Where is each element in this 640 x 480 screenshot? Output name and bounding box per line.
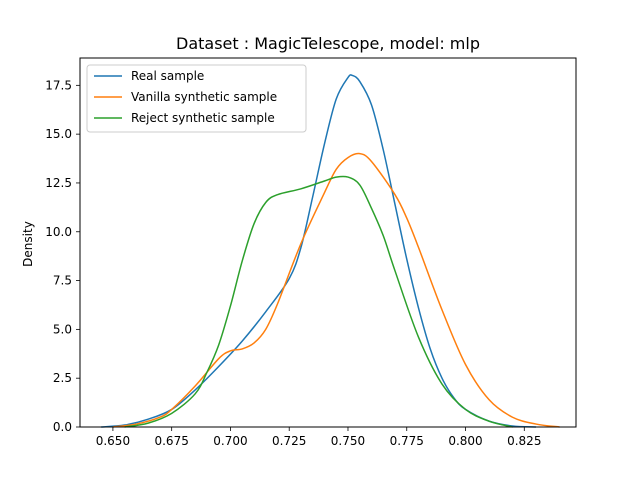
legend-label: Vanilla synthetic sample bbox=[131, 90, 277, 104]
x-tick-label: 0.675 bbox=[154, 434, 188, 448]
y-tick-label: 7.5 bbox=[53, 274, 72, 288]
y-tick-label: 10.0 bbox=[45, 225, 72, 239]
x-tick-label: 0.800 bbox=[448, 434, 482, 448]
x-tick-label: 0.775 bbox=[390, 434, 424, 448]
x-tick-label: 0.650 bbox=[96, 434, 130, 448]
y-tick-label: 0.0 bbox=[53, 420, 72, 434]
legend-box bbox=[86, 64, 307, 133]
series-line-1 bbox=[101, 74, 537, 428]
y-tick-label: 17.5 bbox=[45, 78, 72, 92]
y-tick-label: 2.5 bbox=[53, 371, 72, 385]
series-layer bbox=[101, 74, 560, 428]
y-tick-label: 5.0 bbox=[53, 322, 72, 336]
x-tick-label: 0.700 bbox=[213, 434, 247, 448]
y-tick-label: 15.0 bbox=[45, 127, 72, 141]
y-tick-label: 12.5 bbox=[45, 176, 72, 190]
plot-area-frame bbox=[79, 57, 577, 428]
legend: Real sample Vanilla synthetic sample Rejec… bbox=[86, 64, 307, 133]
y-axis-ticks: 0.0 2.5 5.0 7.5 10.0 12.5 15.0 17.5 bbox=[45, 78, 80, 434]
series-line-3 bbox=[124, 175, 513, 428]
x-tick-label: 0.825 bbox=[507, 434, 541, 448]
legend-label: Reject synthetic sample bbox=[131, 111, 275, 125]
x-tick-label: 0.750 bbox=[331, 434, 365, 448]
chart-title: Dataset : MagicTelescope, model: mlp bbox=[176, 34, 480, 53]
y-axis-label: Density bbox=[21, 221, 35, 267]
x-axis-ticks: 0.650 0.675 0.700 0.725 0.750 0.775 0.800 0.825 bbox=[96, 427, 541, 448]
x-tick-label: 0.725 bbox=[272, 434, 306, 448]
legend-label: Real sample bbox=[131, 69, 204, 83]
